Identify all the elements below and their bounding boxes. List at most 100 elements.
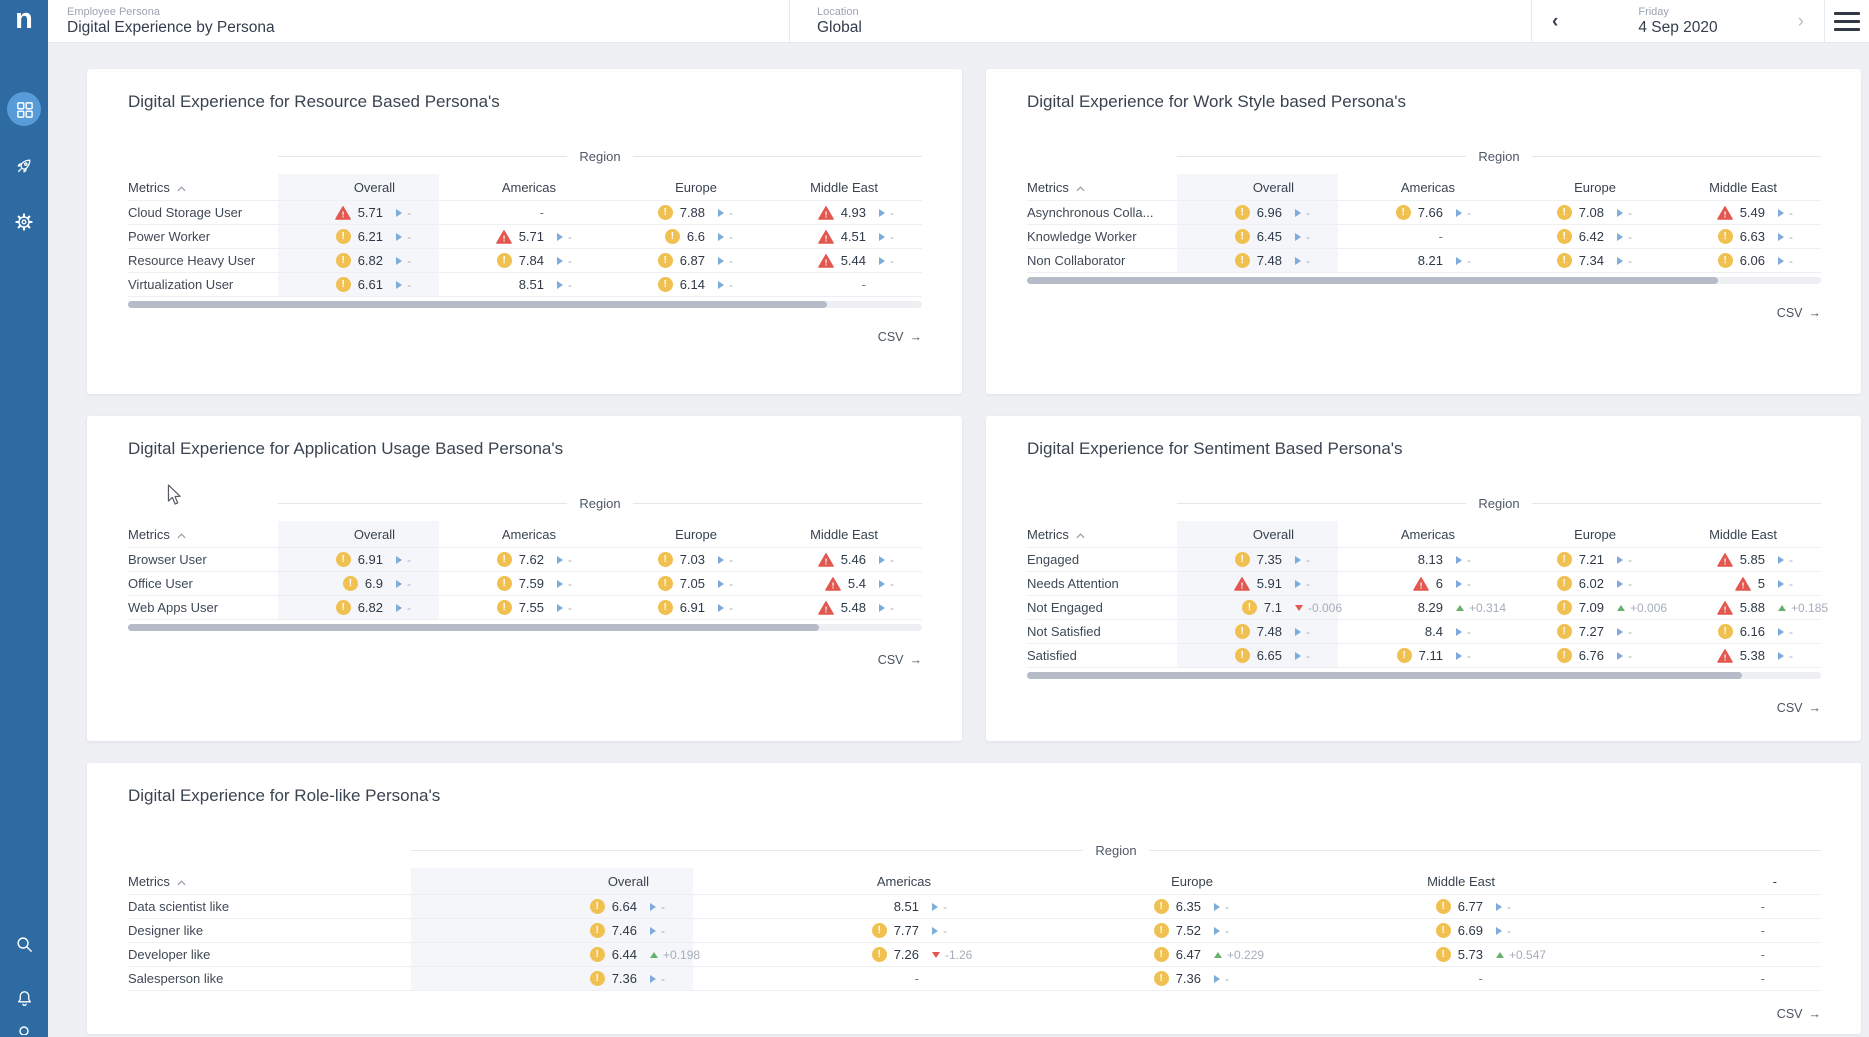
cell-value-group: ! 7.88 [600,205,705,220]
svg-text:!: ! [824,604,827,614]
horizontal-scrollbar-thumb[interactable] [128,301,827,308]
trend-delta-value: - [1467,552,1471,567]
warning-status-icon: ! [589,899,605,914]
cell-trend-group: - [705,553,761,567]
date-picker[interactable]: Friday 4 Sep 2020 [1638,6,1717,37]
cell-value: 7.55 [518,600,544,615]
metric-cell: ! 7.05 - [600,572,761,595]
trend-flat-icon [1295,232,1301,241]
previous-day-button[interactable]: ‹ [1552,10,1559,32]
gear-icon[interactable] [7,205,41,239]
svg-text:!: ! [1723,652,1726,662]
table-row: Office User! 6.9 -! 7.59 -! 7.05 -! 5.4 - [128,571,922,595]
csv-export-link[interactable]: CSV → [878,653,922,667]
trend-delta-value: - [1628,552,1632,567]
card-title: Digital Experience for Application Usage… [128,439,564,458]
warning-status-icon: ! [1556,253,1572,268]
metric-cell: ! 6.6 - [600,225,761,248]
metric-row-label: Browser User [128,552,207,567]
metrics-sort-header[interactable]: Metrics [1027,180,1177,195]
trend-flat-icon [1617,555,1623,564]
horizontal-scrollbar-thumb[interactable] [128,624,819,631]
cell-value-group: ! 5.4 [761,576,866,591]
region-header: Region [278,149,923,164]
table-row: Designer like! 7.46 -! 7.77 -! 7.52 -! 6.69 - - [128,918,1821,942]
warning-status-icon: ! [1153,899,1169,914]
trend-delta-value: - [890,552,894,567]
csv-export-row: CSV → [1027,701,1821,715]
search-icon[interactable] [7,927,41,961]
trend-delta-value: - [1628,205,1632,220]
warning-status-icon: ! [1234,253,1250,268]
csv-export-link[interactable]: CSV → [878,330,922,344]
app-logo[interactable]: n [0,0,48,43]
metrics-sort-header[interactable]: Metrics [128,180,278,195]
cell-trend-group: - [637,972,693,986]
trend-delta-value: - [1467,253,1471,268]
trend-delta-value: - [1789,576,1793,591]
metric-cell: ! 7.35 - [1177,548,1338,571]
metric-cell: ! 6.16 - [1660,620,1821,643]
alert-status-icon: ! [817,552,834,567]
metrics-sort-header[interactable]: Metrics [1027,527,1177,542]
cell-value: 5.73 [1457,947,1483,962]
table-row: Not Satisfied! 7.48 - 8.4 -! 7.27 -! 6.16 - [1027,619,1821,643]
alert-status-icon: ! [817,229,834,244]
trend-down-icon [1295,604,1303,611]
csv-export-link[interactable]: CSV → [1777,1007,1821,1021]
metric-row-label: Needs Attention [1027,576,1119,591]
warning-status-icon: ! [1556,229,1572,244]
cell-trend-group: - [1765,230,1821,244]
bell-icon[interactable] [7,981,41,1015]
cell-value-group: ! 7.55 [439,600,544,615]
metric-cell: ! 6.63 - [1660,225,1821,248]
cell-empty-value: - [1760,971,1765,986]
column-header: Middle East [1709,526,1777,542]
cell-value-group: ! 6.69 [1257,923,1483,938]
next-day-button[interactable]: › [1797,10,1804,32]
sidebar [0,43,48,1037]
horizontal-scrollbar-thumb[interactable] [1027,277,1718,284]
cell-trend-group: - [705,254,761,268]
cell-value: 5.4 [847,576,866,591]
cell-trend-group: - [705,230,761,244]
warning-status-icon: ! [335,277,351,292]
cell-value: 7.84 [518,253,544,268]
cell-trend-group: - [544,577,600,591]
warning-status-icon: ! [1234,624,1250,639]
cell-value: 7.66 [1417,205,1443,220]
metric-row-label: Power Worker [128,229,211,244]
cell-trend-group: - [1282,206,1338,220]
metric-cell: 8.13 - [1338,548,1499,571]
metric-cell: ! 7.48 - [1177,620,1338,643]
rocket-icon[interactable] [7,149,41,183]
csv-export-row: CSV → [128,653,922,667]
region-divider-line [1531,156,1822,157]
metric-cell: ! 5.38 - [1660,644,1821,667]
trend-delta-value: - [729,600,733,615]
metric-cell: ! 5.85 - [1660,548,1821,571]
csv-export-link[interactable]: CSV → [1777,701,1821,715]
metrics-sort-header[interactable]: Metrics [128,874,411,889]
cell-value-group: ! 6.91 [278,552,383,567]
dashboards-icon[interactable] [7,92,41,126]
metric-cell: ! 7.34 - [1499,249,1660,272]
trend-delta-value: -1.26 [945,947,973,962]
warning-status-icon: ! [657,576,673,591]
horizontal-scrollbar-thumb[interactable] [1027,672,1742,679]
cell-trend-group: - [866,206,922,220]
metrics-sort-header[interactable]: Metrics [128,527,278,542]
person-icon[interactable] [7,1021,41,1037]
cell-trend-group: - [544,278,600,292]
csv-export-link[interactable]: CSV → [1777,306,1821,320]
metric-cell: ! 7.59 - [439,572,600,595]
column-header: Americas [501,526,556,542]
cell-trend-group: - [919,900,975,914]
table-bottom-border [128,990,1821,991]
location-selector[interactable]: Location Global [790,0,1531,42]
metric-cell: 8.4 - [1338,620,1499,643]
trend-delta-value: - [1789,253,1793,268]
metric-cell: ! 6.47 +0.229 [975,943,1264,966]
hamburger-menu-icon[interactable] [1834,11,1860,31]
card-title: Digital Experience for Resource Based Pe… [128,92,500,111]
